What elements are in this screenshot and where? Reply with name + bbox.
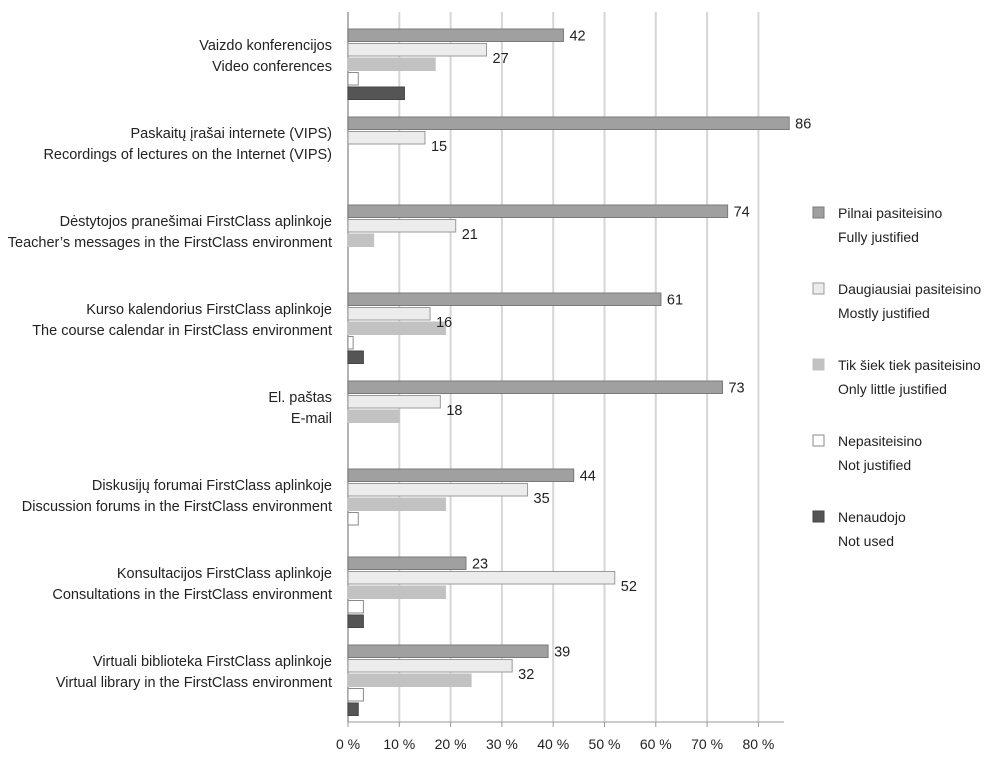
legend-label: Tik šiek tiek pasiteisino [838,357,981,373]
bar [347,233,375,247]
x-tick-label: 80 % [742,736,774,752]
legend: Pilnai pasiteisino Fully justified Daugiau… [812,205,981,549]
x-tick-label: 10 % [383,736,415,752]
category-label: El. paštas [268,390,332,406]
data-label: 52 [621,579,637,595]
bar [347,116,790,130]
data-label: 32 [518,667,534,683]
legend-label: Fully justified [838,229,919,245]
legend-swatch [812,358,825,371]
legend-swatch [812,206,825,219]
bar [347,292,662,306]
bar [347,571,616,585]
bar [347,512,359,526]
bar [347,43,488,57]
legend-label: Only little justified [838,381,947,397]
data-label: 23 [472,557,488,573]
x-tick-label: 50 % [589,736,621,752]
x-tick-label: 0 % [336,736,360,752]
legend-label: Not justified [838,457,911,473]
data-label: 86 [795,117,811,133]
data-label: 18 [446,403,462,419]
bar [347,644,549,658]
x-tick-label: 20 % [435,736,467,752]
bar [347,219,457,233]
category-label: Dėstytojos pranešimai FirstClass aplinko… [60,214,332,230]
data-labels: 42 27 86 15 74 21 61 16 73 18 44 35 23 52 39 32 [431,29,811,684]
category-label: Paskaitų įrašai internete (VIPS) [131,126,332,142]
bar [347,380,723,394]
bar [347,673,472,687]
data-label: 39 [554,645,570,661]
data-label: 27 [493,51,509,67]
bar [347,395,441,409]
legend-swatch [812,282,825,295]
data-label: 35 [534,491,550,507]
x-tick-label: 30 % [486,736,518,752]
bar [347,409,400,423]
bar [347,307,431,321]
bar [347,556,467,570]
category-label: Vaizdo konferencijos [199,38,332,54]
category-label: Video conferences [212,59,332,75]
category-label: Recordings of lectures on the Internet (… [43,147,332,163]
legend-label: Daugiausiai pasiteisino [838,281,981,297]
bar [347,350,364,364]
bar [347,585,446,599]
x-axis: 0 % 10 % 20 % 30 % 40 % 50 % 60 % 70 % 80 % [336,721,785,752]
gridlines [347,12,760,722]
category-label: Konsultacijos FirstClass aplinkoje [117,566,332,582]
bar [347,659,513,673]
bar [347,86,405,100]
bar [347,702,359,716]
bar [347,72,359,86]
bar [347,483,529,497]
legend-label: Pilnai pasiteisino [838,205,942,221]
data-label: 61 [667,293,683,309]
data-label: 44 [580,469,596,485]
bar [347,614,364,628]
bar [347,321,446,335]
legend-swatch [812,510,825,523]
category-label: Virtuali biblioteka FirstClass aplinkoje [93,654,332,670]
legend-label: Not used [838,533,894,549]
bar [347,468,575,482]
x-tick-label: 60 % [640,736,672,752]
bars [347,28,790,716]
category-label: Consultations in the FirstClass environm… [52,587,332,603]
data-label: 21 [462,227,478,243]
bar [347,497,446,511]
x-tick-label: 70 % [691,736,723,752]
bar [347,204,729,218]
category-label: E-mail [291,411,332,427]
category-label: Discussion forums in the FirstClass envi… [22,499,332,515]
category-label: The course calendar in FirstClass enviro… [32,323,332,339]
category-labels: Vaizdo konferencijos Video conferences Pas… [8,38,332,691]
bar [347,131,426,145]
data-label: 15 [431,139,447,155]
bar [347,688,364,702]
legend-label: Nepasiteisino [838,433,922,449]
bar [347,600,364,614]
legend-label: Nenaudojo [838,509,906,525]
data-label: 74 [734,205,750,221]
category-label: Virtual library in the FirstClass enviro… [56,675,332,691]
data-label: 42 [569,29,585,45]
legend-label: Mostly justified [838,305,930,321]
bar [347,336,354,350]
category-label: Teacher’s messages in the FirstClass env… [8,235,332,251]
category-label: Kurso kalendorius FirstClass aplinkoje [86,302,332,318]
x-tick-label: 40 % [537,736,569,752]
category-label: Diskusijų forumai FirstClass aplinkoje [92,478,332,494]
bar [347,57,436,71]
bar [347,28,564,42]
legend-swatch [812,434,825,447]
data-label: 16 [436,315,452,331]
data-label: 73 [728,381,744,397]
